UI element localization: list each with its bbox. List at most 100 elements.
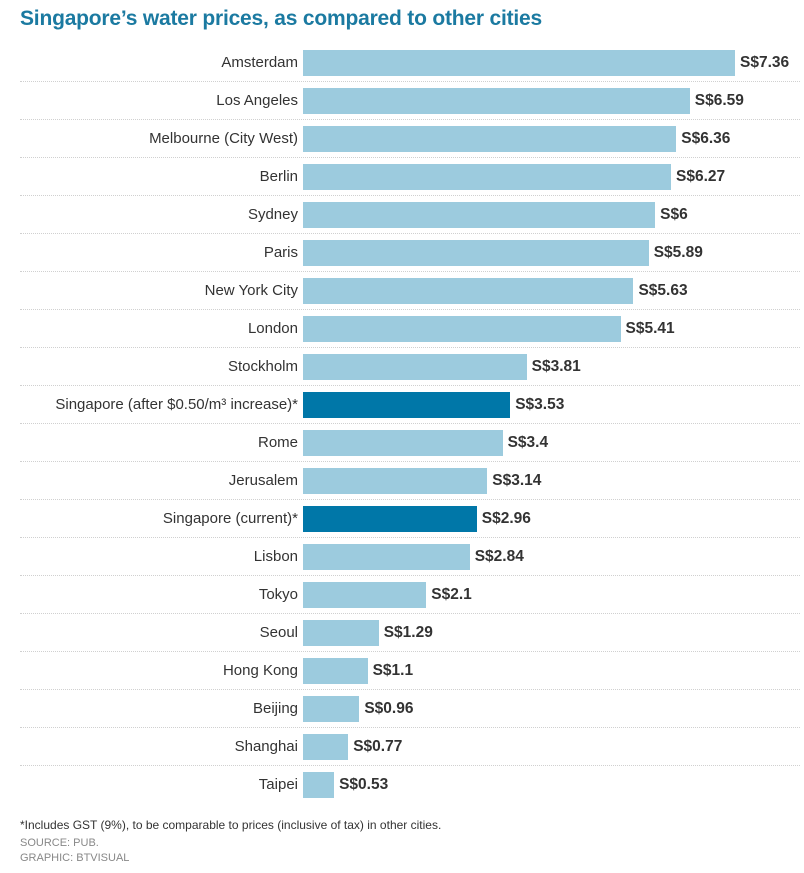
chart-row: Sydney S$6 [20,196,800,234]
chart-row: Hong Kong S$1.1 [20,652,800,690]
source-credit: SOURCE: PUB. [20,837,99,849]
chart-row: New York City S$5.63 [20,272,800,310]
category-label: Rome [257,434,298,451]
chart-row: Beijing S$0.96 [20,690,800,728]
chart-row: London S$5.41 [20,310,800,348]
bar [303,164,672,190]
category-label: Paris [263,244,298,261]
bar [303,582,427,608]
category-label: Hong Kong [222,662,298,679]
bar [303,392,511,418]
chart-row: Melbourne (City West) S$6.36 [20,120,800,158]
value-label: S$3.81 [531,358,581,375]
chart-row: Stockholm S$3.81 [20,348,800,386]
chart-row: Los Angeles S$6.59 [20,82,800,120]
category-label: Berlin [259,168,298,185]
chart-row: Taipei S$0.53 [20,766,800,804]
row-divider [20,347,800,348]
category-label: Singapore (current)* [162,510,298,527]
value-label: S$1.29 [383,624,433,641]
value-label: S$6.27 [676,168,726,185]
chart-row: Lisbon S$2.84 [20,538,800,576]
bar [303,202,656,228]
value-label: S$0.53 [339,776,389,793]
value-label: S$7.36 [740,54,790,71]
value-label: S$1.1 [372,662,414,679]
chart-row: Berlin S$6.27 [20,158,800,196]
value-label: S$0.77 [353,738,403,755]
row-divider [20,499,800,500]
category-label: Jerusalem [228,472,298,489]
chart-row: Jerusalem S$3.14 [20,462,800,500]
category-label: Shanghai [234,738,298,755]
row-divider [20,537,800,538]
value-label: S$2.84 [474,548,524,565]
row-divider [20,119,800,120]
chart-row: Singapore (after $0.50/m³ increase)* S$3.… [20,386,800,424]
row-divider [20,727,800,728]
value-label: S$0.96 [364,700,414,717]
row-divider [20,233,800,234]
category-label: Lisbon [253,548,298,565]
category-label: Singapore (after $0.50/m³ increase)* [55,396,298,413]
bar [303,506,477,532]
row-divider [20,81,800,82]
bar [303,430,503,456]
bar [303,316,621,342]
graphic-credit: GRAPHIC: BTVISUAL [20,852,130,864]
row-divider [20,575,800,576]
row-divider [20,195,800,196]
value-label: S$6.36 [681,130,731,147]
chart-row: Amsterdam S$7.36 [20,44,800,82]
category-label: New York City [204,282,298,299]
row-divider [20,271,800,272]
row-divider [20,651,800,652]
bar [303,240,649,266]
bar [303,354,527,380]
value-label: S$5.89 [653,244,703,261]
bar [303,658,368,684]
category-label: London [247,320,298,337]
value-label: S$6.59 [694,92,744,109]
value-label: S$3.14 [492,472,542,489]
bar [303,772,335,798]
chart-row: Shanghai S$0.77 [20,728,800,766]
category-label: Melbourne (City West) [149,130,298,147]
bar [303,126,677,152]
category-label: Tokyo [258,586,298,603]
value-label: S$5.41 [625,320,675,337]
row-divider [20,765,800,766]
value-label: S$2.1 [431,586,472,603]
category-label: Sydney [247,206,298,223]
bar [303,734,349,760]
chart-row: Rome S$3.4 [20,424,800,462]
row-divider [20,461,800,462]
chart-row: Singapore (current)* S$2.96 [20,500,800,538]
bar [303,278,634,304]
row-divider [20,385,800,386]
bar [303,620,379,646]
footnote: *Includes GST (9%), to be comparable to … [20,818,442,832]
value-label: S$2.96 [481,510,531,527]
value-label: S$3.53 [515,396,565,413]
bar [303,544,470,570]
chart-title: Singapore’s water prices, as compared to… [20,7,542,30]
chart-row: Tokyo S$2.1 [20,576,800,614]
category-label: Los Angeles [216,92,298,109]
category-label: Taipei [258,776,298,793]
bar [303,50,735,76]
bar [303,88,690,114]
category-label: Amsterdam [221,54,298,71]
chart-row: Seoul S$1.29 [20,614,800,652]
value-label: S$6 [660,206,688,223]
chart-row: Paris S$5.89 [20,234,800,272]
value-label: S$3.4 [507,434,549,451]
category-label: Beijing [252,700,298,717]
row-divider [20,309,800,310]
row-divider [20,689,800,690]
row-divider [20,613,800,614]
bar [303,468,488,494]
row-divider [20,157,800,158]
category-label: Stockholm [227,358,298,375]
value-label: S$5.63 [638,282,688,299]
